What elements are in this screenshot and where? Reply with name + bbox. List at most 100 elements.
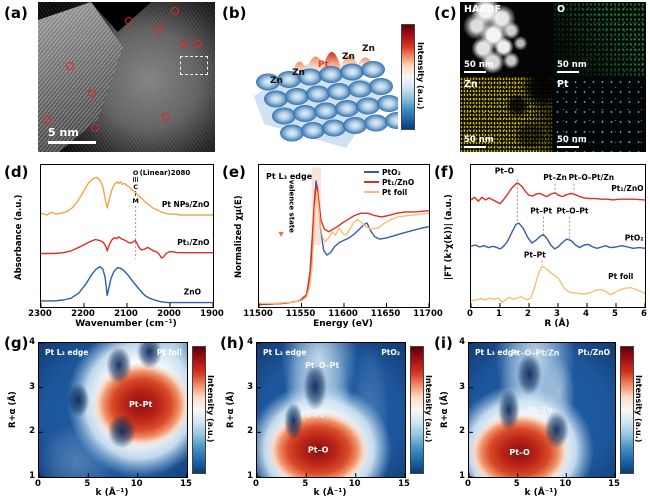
series-Pt NPs/ZnO — [41, 176, 213, 216]
single-atom-circle — [170, 6, 179, 15]
panel-d-y-axis-label: Absorbance (a.u.) — [14, 194, 24, 280]
legend-label: Pt foil — [382, 187, 408, 197]
surface-bump — [256, 73, 280, 91]
surface-bump — [293, 105, 317, 122]
single-atom-circle — [154, 24, 163, 33]
surface-bump — [369, 78, 393, 95]
panel-a: (a) 5 nm — [0, 0, 216, 155]
surface-bump — [298, 68, 322, 86]
x-axis-tick-label: 2000 — [157, 309, 181, 319]
shell-label: Pt–O — [509, 448, 530, 457]
intensity-colorbar — [410, 346, 424, 474]
surface-bump — [319, 66, 343, 83]
annotation-text: C — [133, 183, 138, 191]
surface-bump — [314, 102, 338, 120]
shell-label: Pt–Pt — [301, 410, 325, 419]
x-axis-tick-label: 0 — [253, 479, 259, 489]
x-axis-tick-label: 2300 — [28, 309, 52, 319]
wavelet-plot-pt1-zno: Pt L₃ edge Pt₁/ZnO Pt–O–Pt/Zn Pt–Zn Pt–O — [468, 342, 616, 478]
panel-h-y-axis-label: R+α (Å) — [226, 391, 236, 429]
panel-c-label: (c) — [434, 4, 457, 22]
series-Pt₁/ZnO — [471, 182, 645, 205]
y-axis-tick-label: 2 — [29, 426, 35, 437]
series-Pt foil — [471, 265, 645, 304]
panel-i-x-axis-label: k (Å⁻¹) — [524, 488, 558, 498]
map-scale-bar: 50 nm — [557, 135, 587, 148]
curve-label: Pt foil — [608, 272, 633, 281]
x-axis-tick-label: 11700 — [413, 309, 443, 319]
x-axis-tick-label: 5 — [302, 479, 309, 489]
intensity-colorbar — [620, 346, 634, 474]
x-axis-tick-label: 4 — [583, 309, 589, 319]
panel-e: (e) Normalized χμ(E) valence state Pt L₃ … — [216, 155, 443, 330]
surface-bump — [264, 90, 288, 108]
panel-g-x-axis-label: k (Å⁻¹) — [95, 488, 129, 498]
panel-d: (d) Absorbance (a.u.) O C M (Linear)2080 Pt … — [0, 155, 224, 330]
heatmap-dark-blob — [136, 343, 163, 369]
series-Pt₁/ZnO — [41, 236, 213, 259]
shell-label: Pt–Zn — [527, 406, 552, 415]
sample-label: PtO₂ — [381, 348, 400, 357]
single-atom-circle — [91, 123, 100, 132]
single-atom-circle — [193, 39, 202, 48]
curve-label: Pt₁/ZnO — [177, 238, 209, 247]
atom-label-zn: Zn — [362, 44, 375, 54]
series-PtO₂ — [471, 222, 645, 250]
curve-label: Pt–Pt — [530, 206, 552, 215]
chart-svg: Pt–O Pt–Zn Pt–O–Pt/Zn Pt₁/ZnO Pt–Pt Pt–O–Pt Pt… — [471, 166, 645, 307]
scale-bar: 5 nm — [48, 126, 96, 144]
series-ZnO — [41, 266, 213, 304]
roi-dashed-box — [179, 56, 209, 75]
surface-bump — [361, 61, 385, 78]
panel-g: (g) R+α (Å) Pt L₃ edge Pt foil Pt–Pt k (Å⁻… — [0, 330, 216, 501]
panel-f-y-axis-label: |FT (k³χ(k))| (a.u.) — [444, 194, 454, 280]
x-axis-tick-label: 11500 — [243, 309, 273, 319]
heatmap-dark-blob — [516, 353, 542, 396]
heatmap-dark-blob — [498, 388, 520, 432]
x-axis-tick-label: 3 — [554, 309, 560, 319]
y-axis-tick-label: 4 — [459, 337, 465, 347]
single-atom-circle — [66, 62, 75, 70]
heatmap-dark-blob — [544, 411, 570, 449]
x-axis-tick-label: 11550 — [285, 309, 316, 319]
x-axis-tick-label: 11600 — [328, 309, 358, 319]
atomic-surface-3d-plot: Zn Zn Pt Zn Zn — [246, 10, 409, 152]
panel-f: (f) |FT (k³χ(k))| (a.u.) Pt–O Pt–Zn Pt–O–P… — [432, 155, 650, 330]
series-Pt₁/ZnO — [259, 185, 429, 306]
y-axis-tick-label: 1 — [247, 471, 253, 481]
legend-label: PtO₂ — [382, 167, 401, 177]
colorbar-label: Intensity (a.u.) — [416, 42, 425, 110]
heatmap-svg: Pt L₃ edge Pt foil Pt–Pt — [39, 343, 187, 477]
surface-bump — [364, 114, 388, 132]
y-axis-tick-label: 3 — [29, 381, 35, 392]
y-axis-tick-label: 4 — [29, 337, 35, 347]
x-axis-tick-label: 10 — [348, 479, 361, 489]
edge-label: Pt L₃ edge — [45, 348, 88, 357]
surface-bump — [340, 63, 364, 81]
heatmap-dark-blob — [106, 346, 132, 385]
eds-map-pt: Pt 50 nm — [553, 77, 646, 152]
eds-map-haadf: HAADF 50 nm — [460, 2, 553, 77]
valence-state-label: valence state — [288, 180, 296, 233]
exafs-ft-plot: Pt–O Pt–Zn Pt–O–Pt/Zn Pt₁/ZnO Pt–Pt Pt–O–Pt Pt… — [470, 164, 646, 308]
curve-label: Pt NPs/ZnO — [162, 200, 210, 209]
haadf-stem-image: 5 nm — [38, 2, 215, 152]
panel-h-x-axis-label: k (Å⁻¹) — [313, 488, 347, 498]
map-title: Zn — [464, 79, 478, 90]
curve-label: Pt–O–Pt — [556, 206, 588, 215]
intensity-colorbar — [192, 346, 206, 474]
y-axis-tick-label: 3 — [459, 381, 465, 392]
surface-bump — [285, 88, 309, 105]
atom-label-zn: Zn — [292, 68, 305, 78]
map-scale-bar: 50 nm — [464, 60, 494, 73]
wavelet-plot-pto2: Pt L₃ edge PtO₂ Pt–O–Pt Pt–Pt Pt–O — [256, 342, 406, 478]
legend-item: Pt₁/ZnO — [364, 177, 414, 187]
curve-label: Pt–O–Pt/Zn — [569, 173, 615, 182]
map-title: O — [557, 4, 566, 15]
panel-g-label: (g) — [4, 334, 29, 352]
single-atom-circle — [124, 17, 133, 25]
plot-legend: PtO₂ Pt₁/ZnO Pt foil — [364, 167, 414, 197]
legend-label: Pt₁/ZnO — [382, 177, 415, 187]
panel-d-x-axis-label: Wavenumber (cm⁻¹) — [75, 319, 177, 329]
